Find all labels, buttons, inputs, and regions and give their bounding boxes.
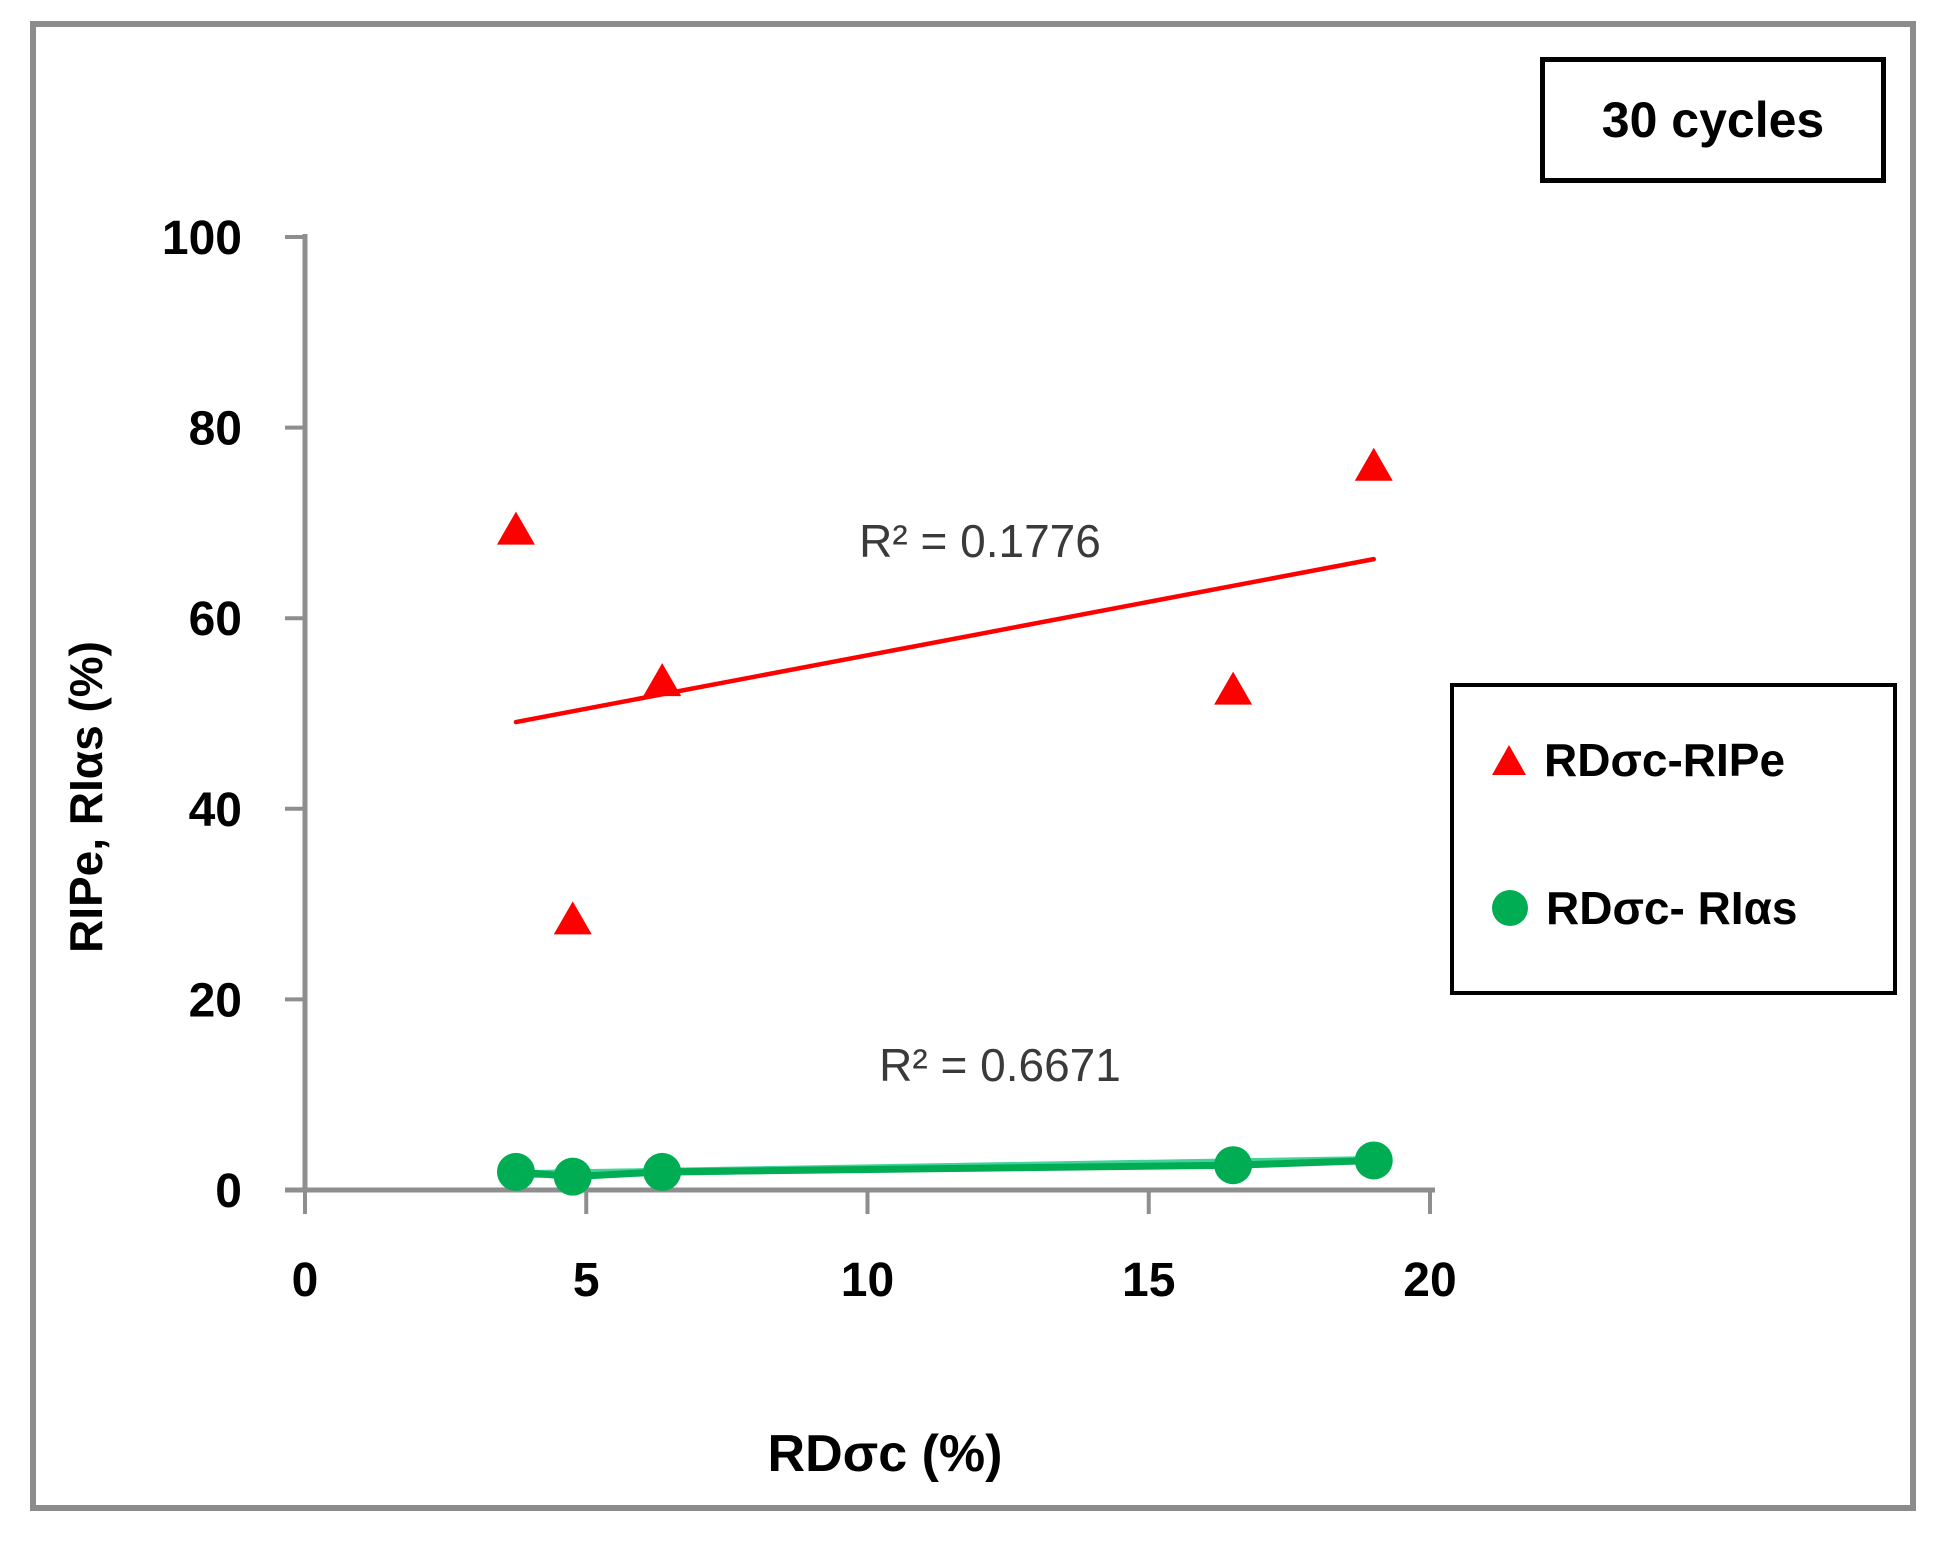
x-tick-label: 10 (841, 1254, 894, 1307)
circle-marker-icon (1492, 890, 1528, 926)
y-tick-label: 80 (189, 403, 242, 456)
y-tick-label: 100 (162, 212, 242, 265)
triangle-marker-icon (1492, 745, 1526, 775)
legend-item-ripe: RDσc-RIPe (1492, 725, 1785, 795)
data-point-triangle (496, 511, 535, 545)
x-tick-label: 15 (1122, 1254, 1175, 1307)
data-point-circle (1214, 1146, 1253, 1185)
legend-label-ripe: RDσc-RIPe (1544, 734, 1786, 786)
data-point-triangle (643, 663, 682, 697)
figure-border (30, 21, 1916, 1511)
data-point-circle (553, 1157, 592, 1196)
data-point-circle (1354, 1141, 1393, 1180)
y-tick-label: 40 (189, 784, 242, 837)
y-tick-label: 20 (189, 974, 242, 1027)
data-point-triangle (1214, 671, 1253, 705)
x-tick-label: 0 (292, 1254, 319, 1307)
legend-label-rias: RDσc- RIαs (1546, 882, 1798, 934)
data-point-circle (496, 1152, 535, 1191)
r-squared-label-ripe: R² = 0.1776 (859, 515, 1101, 567)
r-squared-label-rias: R² = 0.6671 (879, 1039, 1121, 1091)
data-point-triangle (1354, 447, 1393, 481)
y-tick-label: 60 (189, 593, 242, 646)
y-axis-title: RIPe, RIαs (%) (60, 641, 112, 954)
chart-title-box: 30 cycles (1540, 57, 1886, 183)
x-axis-title: RDσc (%) (767, 1425, 1003, 1483)
data-point-circle (643, 1152, 682, 1191)
x-tick-label: 5 (573, 1254, 600, 1307)
x-tick-label: 20 (1403, 1254, 1456, 1307)
y-tick-label: 0 (215, 1165, 242, 1218)
data-point-triangle (553, 901, 592, 935)
chart-title: 30 cycles (1601, 92, 1825, 148)
legend: RDσc-RIPe RDσc- RIαs (1450, 683, 1897, 995)
legend-item-rias: RDσc- RIαs (1492, 873, 1797, 943)
